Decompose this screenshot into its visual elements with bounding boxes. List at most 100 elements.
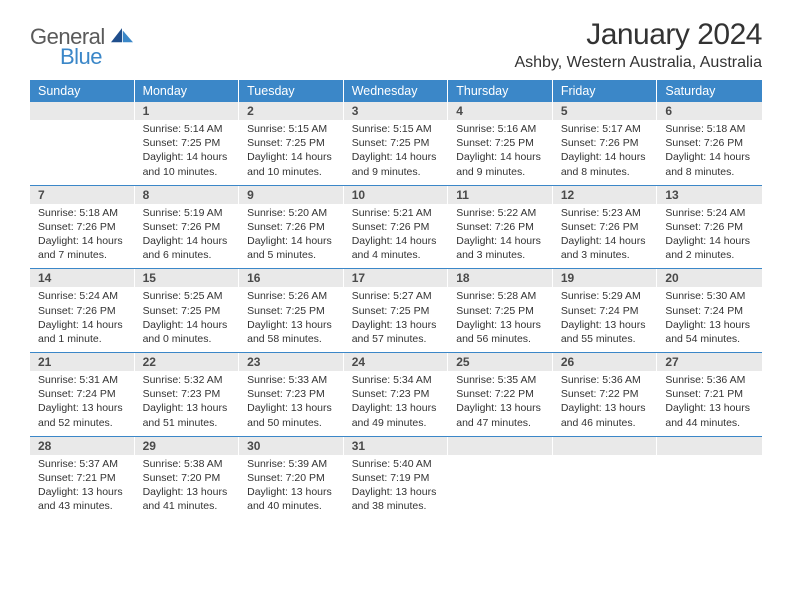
day-number-cell [553,437,658,455]
logo: General Blue [30,18,133,70]
day-header-monday: Monday [135,80,240,102]
sunset-text: Sunset: 7:26 PM [665,220,756,234]
day-number-cell: 19 [553,269,658,287]
sunset-text: Sunset: 7:21 PM [38,471,128,485]
day-header-wednesday: Wednesday [344,80,449,102]
day-detail-cell: Sunrise: 5:19 AMSunset: 7:26 PMDaylight:… [135,204,240,269]
day-header-sunday: Sunday [30,80,135,102]
day-detail-cell: Sunrise: 5:35 AMSunset: 7:22 PMDaylight:… [448,371,553,436]
day-number-cell: 26 [553,353,658,371]
day-detail-cell: Sunrise: 5:37 AMSunset: 7:21 PMDaylight:… [30,455,135,520]
day-detail-cell: Sunrise: 5:16 AMSunset: 7:25 PMDaylight:… [448,120,553,185]
day-number-cell: 5 [553,102,658,120]
sunset-text: Sunset: 7:25 PM [456,136,546,150]
day-number-cell: 18 [448,269,553,287]
day-number-cell: 31 [344,437,449,455]
day-detail-cell [657,455,762,520]
daylight-text: Daylight: 13 hours and 49 minutes. [352,401,442,429]
day-detail-cell: Sunrise: 5:24 AMSunset: 7:26 PMDaylight:… [657,204,762,269]
sunset-text: Sunset: 7:26 PM [247,220,337,234]
day-number-cell: 24 [344,353,449,371]
sunset-text: Sunset: 7:20 PM [143,471,233,485]
sunset-text: Sunset: 7:25 PM [247,136,337,150]
daylight-text: Daylight: 13 hours and 58 minutes. [247,318,337,346]
daylight-text: Daylight: 13 hours and 50 minutes. [247,401,337,429]
sunset-text: Sunset: 7:26 PM [38,220,128,234]
daylight-text: Daylight: 14 hours and 2 minutes. [665,234,756,262]
sunrise-text: Sunrise: 5:29 AM [561,289,651,303]
sunset-text: Sunset: 7:20 PM [247,471,337,485]
sunset-text: Sunset: 7:25 PM [247,304,337,318]
sunrise-text: Sunrise: 5:34 AM [352,373,442,387]
calendar-head: Sunday Monday Tuesday Wednesday Thursday… [30,80,762,102]
detail-row: Sunrise: 5:37 AMSunset: 7:21 PMDaylight:… [30,455,762,520]
day-number-cell: 1 [135,102,240,120]
day-header-tuesday: Tuesday [239,80,344,102]
daynum-row: 123456 [30,102,762,120]
logo-text-block: General Blue [30,24,133,70]
day-detail-cell [553,455,658,520]
sunrise-text: Sunrise: 5:36 AM [561,373,651,387]
sunset-text: Sunset: 7:26 PM [456,220,546,234]
daylight-text: Daylight: 13 hours and 55 minutes. [561,318,651,346]
daylight-text: Daylight: 14 hours and 9 minutes. [456,150,546,178]
sunset-text: Sunset: 7:26 PM [143,220,233,234]
sunset-text: Sunset: 7:21 PM [665,387,756,401]
month-title: January 2024 [514,18,762,52]
sunset-text: Sunset: 7:25 PM [352,304,442,318]
sunset-text: Sunset: 7:26 PM [665,136,756,150]
day-detail-cell [448,455,553,520]
sunset-text: Sunset: 7:24 PM [38,387,128,401]
daylight-text: Daylight: 13 hours and 43 minutes. [38,485,128,513]
daylight-text: Daylight: 13 hours and 47 minutes. [456,401,546,429]
day-detail-cell: Sunrise: 5:36 AMSunset: 7:21 PMDaylight:… [657,371,762,436]
daylight-text: Daylight: 14 hours and 9 minutes. [352,150,442,178]
day-detail-cell: Sunrise: 5:33 AMSunset: 7:23 PMDaylight:… [239,371,344,436]
day-number-cell: 29 [135,437,240,455]
day-number-cell: 13 [657,186,762,204]
day-detail-cell: Sunrise: 5:36 AMSunset: 7:22 PMDaylight:… [553,371,658,436]
daylight-text: Daylight: 14 hours and 10 minutes. [247,150,337,178]
sunrise-text: Sunrise: 5:35 AM [456,373,546,387]
day-detail-cell: Sunrise: 5:18 AMSunset: 7:26 PMDaylight:… [30,204,135,269]
sunrise-text: Sunrise: 5:36 AM [665,373,756,387]
sunset-text: Sunset: 7:25 PM [456,304,546,318]
daylight-text: Daylight: 13 hours and 38 minutes. [352,485,442,513]
sunrise-text: Sunrise: 5:15 AM [247,122,337,136]
daylight-text: Daylight: 14 hours and 10 minutes. [143,150,233,178]
day-detail-cell: Sunrise: 5:31 AMSunset: 7:24 PMDaylight:… [30,371,135,436]
daylight-text: Daylight: 13 hours and 44 minutes. [665,401,756,429]
day-number-cell: 8 [135,186,240,204]
sunrise-text: Sunrise: 5:37 AM [38,457,128,471]
day-number-cell: 22 [135,353,240,371]
daylight-text: Daylight: 13 hours and 41 minutes. [143,485,233,513]
daylight-text: Daylight: 14 hours and 6 minutes. [143,234,233,262]
day-number-cell: 12 [553,186,658,204]
sunrise-text: Sunrise: 5:18 AM [665,122,756,136]
sunset-text: Sunset: 7:23 PM [247,387,337,401]
day-detail-cell: Sunrise: 5:18 AMSunset: 7:26 PMDaylight:… [657,120,762,185]
day-detail-cell: Sunrise: 5:21 AMSunset: 7:26 PMDaylight:… [344,204,449,269]
day-header-saturday: Saturday [657,80,762,102]
day-number-cell: 11 [448,186,553,204]
sunrise-text: Sunrise: 5:23 AM [561,206,651,220]
day-number-cell [657,437,762,455]
sunset-text: Sunset: 7:24 PM [665,304,756,318]
day-number-cell: 20 [657,269,762,287]
daylight-text: Daylight: 14 hours and 1 minute. [38,318,128,346]
calendar-table: Sunday Monday Tuesday Wednesday Thursday… [30,80,762,519]
day-detail-cell: Sunrise: 5:32 AMSunset: 7:23 PMDaylight:… [135,371,240,436]
day-detail-cell: Sunrise: 5:29 AMSunset: 7:24 PMDaylight:… [553,287,658,352]
day-number-cell: 9 [239,186,344,204]
sunrise-text: Sunrise: 5:17 AM [561,122,651,136]
sunrise-text: Sunrise: 5:18 AM [38,206,128,220]
day-number-cell: 28 [30,437,135,455]
calendar-page: General Blue January 2024 Ashby, Western… [0,0,792,612]
day-detail-cell: Sunrise: 5:14 AMSunset: 7:25 PMDaylight:… [135,120,240,185]
sunset-text: Sunset: 7:22 PM [456,387,546,401]
header-row: General Blue January 2024 Ashby, Western… [30,18,762,80]
day-number-cell: 30 [239,437,344,455]
daylight-text: Daylight: 13 hours and 54 minutes. [665,318,756,346]
sunset-text: Sunset: 7:26 PM [352,220,442,234]
day-number-cell: 10 [344,186,449,204]
